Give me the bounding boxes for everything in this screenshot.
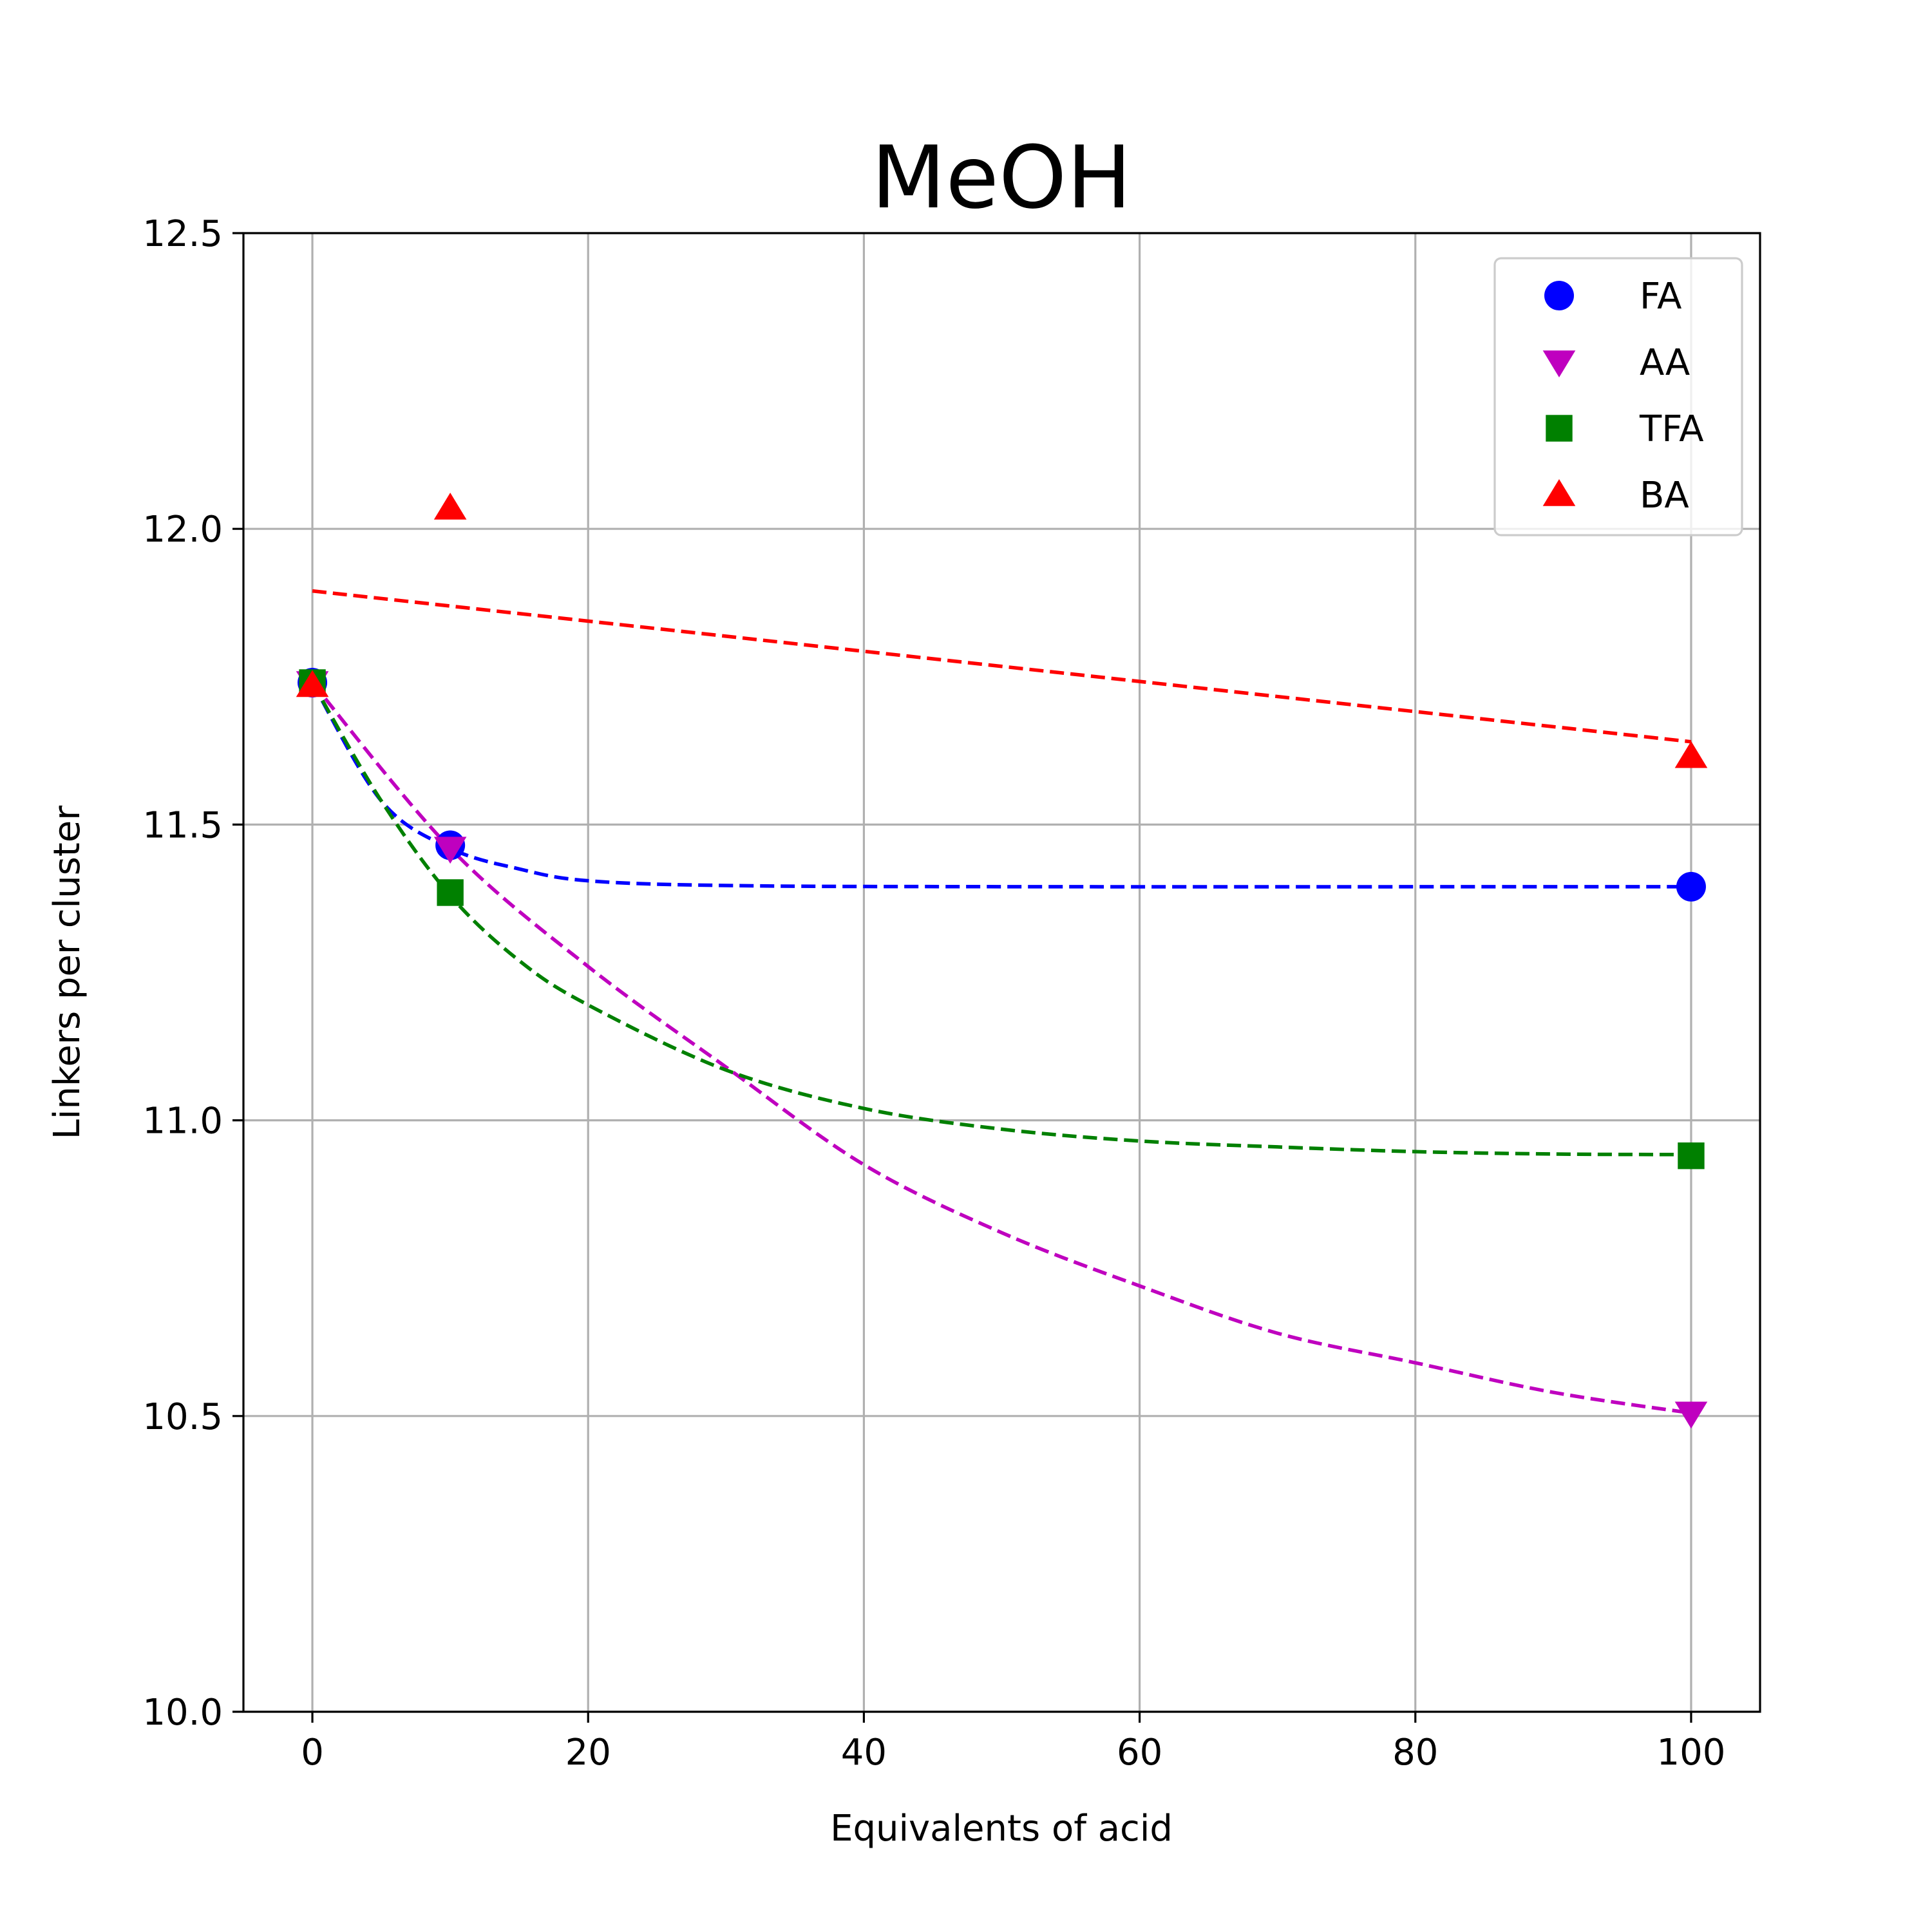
y-tick-label: 11.0 (142, 1101, 223, 1142)
x-tick-label: 0 (301, 1732, 324, 1774)
legend-label-fa: FA (1640, 276, 1681, 317)
data-point-tfa (1678, 1142, 1705, 1170)
x-tick-label: 80 (1392, 1732, 1438, 1774)
y-tick-label: 12.0 (142, 509, 223, 551)
x-tick-label: 100 (1657, 1732, 1726, 1774)
plot-frame (242, 232, 1761, 1713)
legend: FA AA TFA BA (1493, 257, 1743, 536)
legend-marker-ba (1542, 478, 1576, 506)
data-point-aa (1674, 1401, 1708, 1429)
data-point-tfa (437, 879, 464, 906)
axes (242, 232, 1761, 1713)
y-tick-label: 10.0 (142, 1692, 223, 1734)
legend-label-tfa: TFA (1639, 408, 1704, 450)
data-point-ba (1674, 741, 1708, 768)
data-markers (296, 493, 1708, 1429)
legend-label-ba: BA (1640, 475, 1689, 516)
x-axis-title: Equivalents of acid (830, 1808, 1173, 1850)
x-tick-label: 20 (565, 1732, 611, 1774)
chart-title: MeOH (871, 128, 1132, 228)
fit-curve-fa (310, 681, 1691, 889)
data-point-ba (433, 493, 467, 520)
x-tick-label: 60 (1117, 1732, 1162, 1774)
fit-curve-ba (312, 589, 1692, 744)
legend-box (1493, 257, 1743, 536)
y-tick-label: 10.5 (142, 1396, 223, 1438)
legend-marker-aa (1542, 350, 1576, 378)
legend-marker-tfa (1546, 415, 1573, 442)
data-point-fa (1676, 871, 1706, 902)
legend-label-aa: AA (1640, 342, 1690, 384)
y-tick-label: 11.5 (142, 804, 223, 846)
data-point-ba (296, 670, 329, 697)
fit-curve-aa (310, 681, 1692, 1415)
data-point-aa (433, 837, 467, 864)
x-tick-label: 40 (841, 1732, 887, 1774)
ticks: 0 20 40 60 80 100 10.0 10.5 11.0 11.5 12.0 12.5 (142, 213, 1725, 1774)
y-tick-label: 12.5 (142, 213, 223, 255)
y-axis-title: Linkers per cluster (46, 805, 88, 1139)
legend-marker-fa (1544, 281, 1574, 310)
